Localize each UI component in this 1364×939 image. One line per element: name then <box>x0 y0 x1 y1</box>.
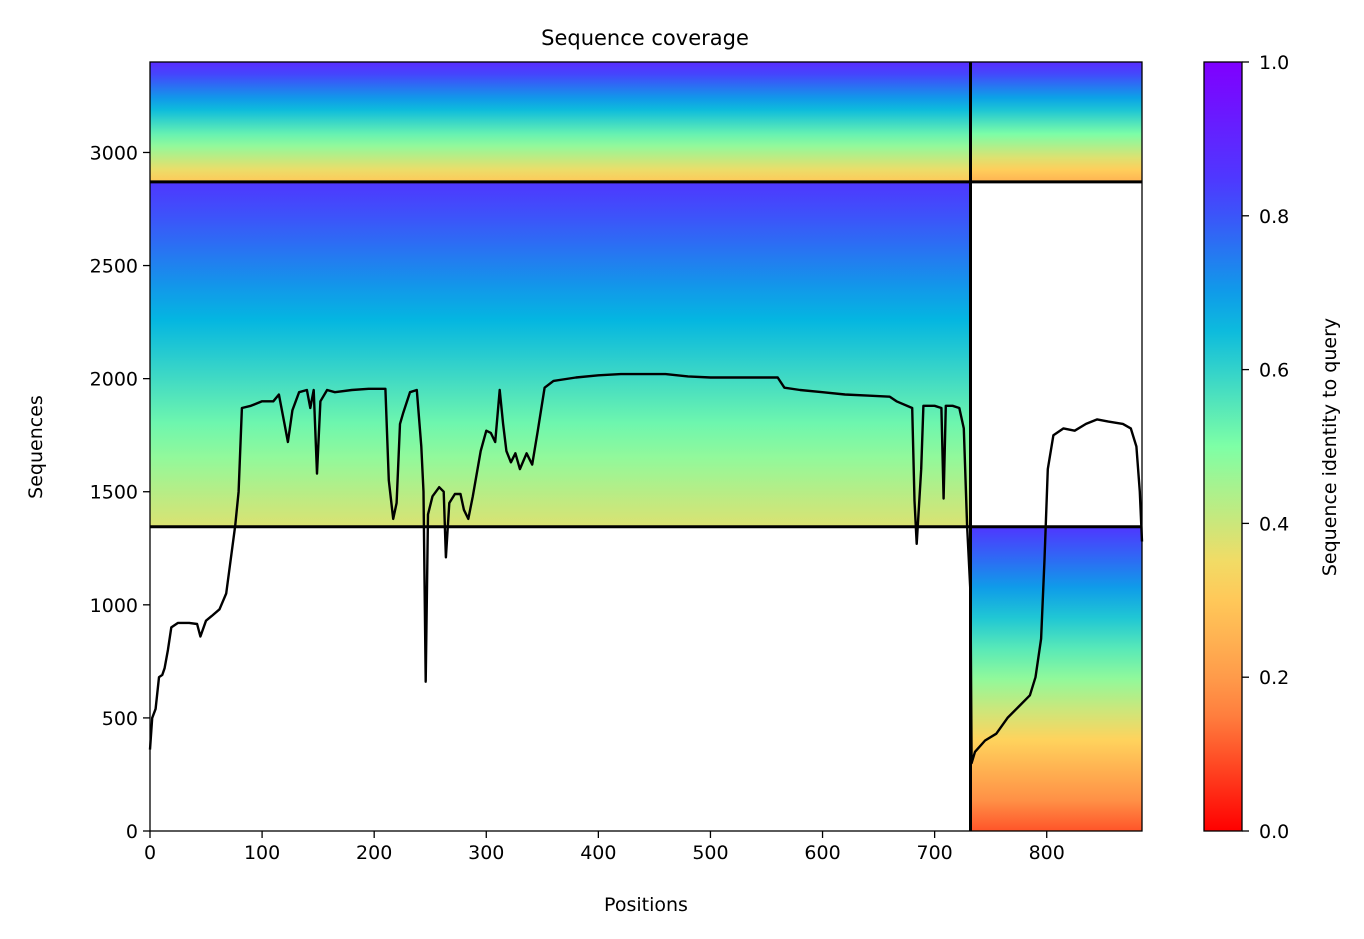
x-tick-label: 300 <box>468 842 504 864</box>
heatmap-block <box>970 526 1142 831</box>
heatmap-block <box>970 62 1142 182</box>
y-tick-label: 500 <box>102 708 138 730</box>
chart-title: Sequence coverage <box>541 26 749 50</box>
x-tick-label: 100 <box>244 842 280 864</box>
x-tick-label: 700 <box>916 842 952 864</box>
y-axis-ticks: 0 500 1000 1500 2000 2500 3000 <box>90 142 150 843</box>
colorbar-tick-label: 0.8 <box>1259 206 1289 228</box>
colorbar-label: Sequence identity to query <box>1319 318 1341 576</box>
heatmap-blocks <box>150 62 1142 831</box>
colorbar-tick-label: 0.4 <box>1259 513 1289 535</box>
x-tick-label: 800 <box>1029 842 1065 864</box>
x-tick-label: 400 <box>580 842 616 864</box>
heatmap-block <box>150 181 971 527</box>
plot-frame <box>149 61 1143 832</box>
y-tick-label: 1000 <box>90 595 138 617</box>
y-tick-label: 2000 <box>90 369 138 391</box>
x-tick-label: 600 <box>804 842 840 864</box>
x-tick-label: 200 <box>356 842 392 864</box>
plot-area <box>148 61 1144 832</box>
colorbar-ticks: 0.0 0.2 0.4 0.6 0.8 1.0 <box>1242 52 1289 843</box>
colorbar-tick-label: 0.0 <box>1259 821 1289 843</box>
colorbar-gradient <box>1203 61 1243 832</box>
colorbar-tick-label: 0.6 <box>1259 360 1289 382</box>
y-tick-label: 3000 <box>90 142 138 164</box>
colorbar-tick-label: 0.2 <box>1259 667 1289 689</box>
x-tick-label: 0 <box>144 842 156 864</box>
y-tick-label: 0 <box>126 821 138 843</box>
x-axis-label: Positions <box>604 894 688 916</box>
y-tick-label: 1500 <box>90 482 138 504</box>
x-axis-ticks: 0 100 200 300 400 500 600 700 800 <box>144 831 1065 864</box>
y-tick-label: 2500 <box>90 256 138 278</box>
colorbar-tick-label: 1.0 <box>1259 52 1289 74</box>
x-tick-label: 500 <box>692 842 728 864</box>
coverage-line <box>148 372 1144 765</box>
colorbar: 0.0 0.2 0.4 0.6 0.8 1.0 Sequence identity to … <box>1203 52 1341 843</box>
y-axis-label: Sequences <box>25 395 47 499</box>
heatmap-block <box>150 62 971 182</box>
